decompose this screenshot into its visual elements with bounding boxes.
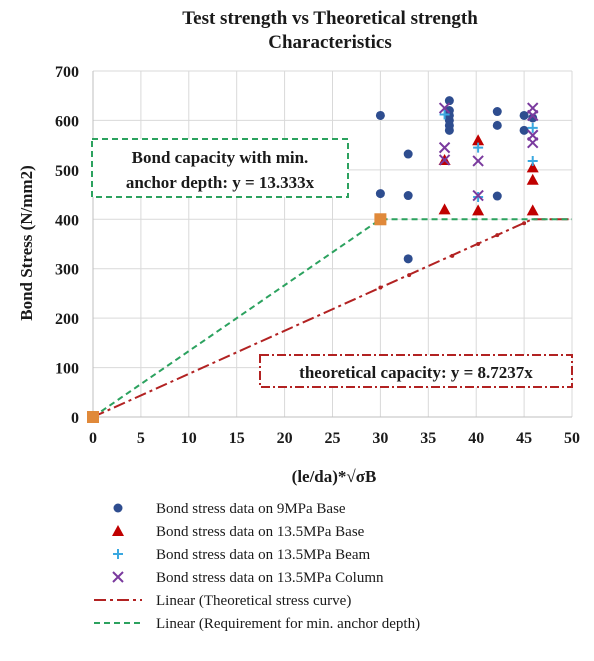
point-13-5mpa-base: [526, 204, 539, 216]
x-tick-label: 15: [229, 430, 245, 447]
y-tick-label: 100: [55, 361, 79, 378]
x-axis-label: (le/da)*√σB: [292, 467, 377, 486]
point-9mpa-base: [519, 110, 529, 120]
point-13-5mpa-base: [472, 204, 485, 216]
special-square-point: [87, 411, 99, 423]
legend-13-5mpa-base-label: Bond stress data on 13.5MPa Base: [156, 524, 365, 540]
x-tick-label: 10: [181, 430, 197, 447]
point-9mpa-base: [492, 107, 502, 117]
point-13-5mpa-beam: [473, 192, 484, 203]
annotation-theoretical-line1: theoretical capacity: y = 8.7237x: [299, 363, 533, 382]
legend-13-5mpa-column-label: Bond stress data on 13.5MPa Column: [156, 570, 384, 586]
legend-13-5mpa-beam-label: Bond stress data on 13.5MPa Beam: [156, 547, 370, 563]
y-tick-label: 400: [55, 212, 79, 229]
x-tick-label: 0: [89, 430, 97, 447]
point-13-5mpa-beam: [527, 122, 538, 133]
chart-title: Test strength vs Theoretical strength: [182, 8, 478, 29]
legend-line-1-label: Linear (Requirement for min. anchor dept…: [156, 616, 420, 632]
x-tick-label: 50: [564, 430, 580, 447]
chart-subtitle: Characteristics: [268, 32, 391, 53]
point-13-5mpa-column: [438, 154, 451, 166]
special-points: [87, 213, 387, 423]
y-tick-label: 700: [55, 64, 79, 81]
point-9mpa-base: [519, 125, 529, 135]
annotation-min-depth-line1: Bond capacity with min.: [132, 148, 309, 167]
point-13-5mpa-column: [472, 189, 484, 202]
point-9mpa-base: [528, 113, 538, 123]
theoretical-line-dot: [476, 242, 481, 246]
y-axis-label: Bond Stress (N/mm2): [17, 165, 36, 321]
point-9mpa-base: [444, 96, 454, 106]
x-tick-label: 40: [468, 430, 484, 447]
point-13-5mpa-column: [527, 136, 539, 149]
point-9mpa-base: [403, 149, 413, 159]
annotation-min-depth: Bond capacity with min. anchor depth: y …: [91, 138, 349, 198]
point-13-5mpa-column: [527, 109, 539, 122]
axes: [92, 71, 572, 418]
theoretical-line-dot: [378, 285, 383, 290]
point-9mpa-base: [375, 189, 385, 199]
legend-13-5mpa-column-marker: [112, 571, 124, 583]
theoretical-line-dot: [450, 253, 455, 258]
point-13-5mpa-column: [438, 141, 451, 154]
point-13-5mpa-column: [438, 102, 451, 114]
point-9mpa-base: [403, 254, 413, 264]
point-13-5mpa-base: [526, 161, 539, 173]
point-13-5mpa-beam: [527, 155, 538, 166]
theoretical-line-dot: [522, 221, 527, 226]
x-tick-label: 25: [325, 430, 341, 447]
point-13-5mpa-beam: [439, 109, 450, 120]
point-9mpa-base: [403, 191, 413, 201]
data-points: [375, 96, 539, 264]
special-square-point: [374, 213, 387, 226]
point-9mpa-base: [492, 191, 502, 201]
y-tick-label: 300: [55, 262, 79, 279]
point-9mpa-base: [375, 110, 385, 120]
annotation-theoretical: theoretical capacity: y = 8.7237x: [259, 354, 573, 388]
x-tick-label: 5: [137, 430, 145, 447]
point-13-5mpa-beam: [473, 142, 484, 153]
tick-labels: 0 5 10 15 20 25 30 35 40 45 5001002003004005006007…: [55, 64, 580, 447]
point-13-5mpa-base: [438, 203, 451, 215]
theoretical-line-dot: [495, 233, 500, 238]
legend-13-5mpa-beam-marker: [113, 549, 123, 559]
legend: Bond stress data on 9MPa Base Bond stress…: [94, 501, 420, 632]
point-9mpa-base: [444, 125, 454, 135]
trend-line-theoretical: [92, 218, 572, 418]
x-tick-label: 30: [372, 430, 388, 447]
theoretical-line-dot: [407, 273, 412, 278]
y-tick-label: 200: [55, 311, 79, 328]
legend-line-0-label: Linear (Theoretical stress curve): [156, 593, 351, 609]
y-tick-label: 600: [55, 113, 79, 130]
legend-9mpa-base-label: Bond stress data on 9MPa Base: [156, 501, 346, 517]
point-13-5mpa-base: [472, 134, 485, 146]
point-13-5mpa-base: [526, 173, 539, 185]
trend-lines: [92, 218, 572, 418]
annotation-min-depth-line2: anchor depth: y = 13.333x: [126, 173, 315, 192]
x-tick-label: 45: [516, 430, 532, 447]
legend-13-5mpa-base-marker: [112, 525, 124, 536]
y-tick-label: 500: [55, 163, 79, 180]
y-tick-label: 0: [71, 410, 79, 427]
x-tick-label: 35: [420, 430, 436, 447]
x-tick-label: 20: [277, 430, 293, 447]
legend-9mpa-base-marker: [113, 503, 123, 513]
point-9mpa-base: [492, 120, 502, 130]
point-13-5mpa-column: [472, 155, 484, 167]
